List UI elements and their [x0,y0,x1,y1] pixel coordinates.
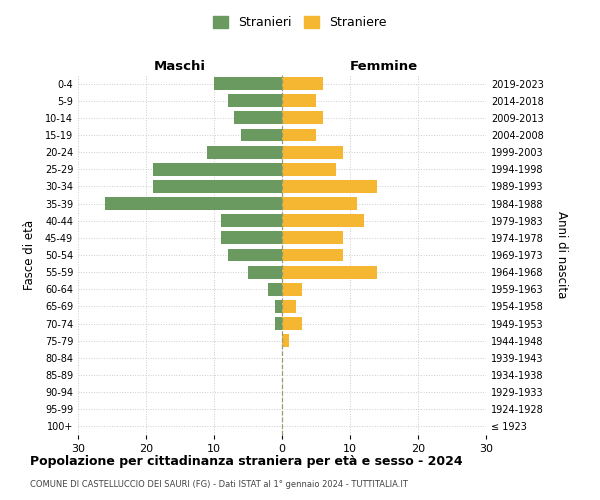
Bar [227,94,282,107]
Bar [282,163,337,175]
Bar [282,334,289,347]
Legend: Stranieri, Straniere: Stranieri, Straniere [208,11,392,34]
Bar [275,300,282,313]
Bar [153,163,282,175]
Bar [282,283,302,296]
Bar [282,180,377,193]
Bar [282,77,323,90]
Bar [207,146,282,158]
Bar [105,197,282,210]
Text: COMUNE DI CASTELLUCCIO DEI SAURI (FG) - Dati ISTAT al 1° gennaio 2024 - TUTTITAL: COMUNE DI CASTELLUCCIO DEI SAURI (FG) - … [30,480,408,489]
Bar [227,248,282,262]
Bar [221,214,282,227]
Bar [282,266,377,278]
Text: Popolazione per cittadinanza straniera per età e sesso - 2024: Popolazione per cittadinanza straniera p… [30,455,463,468]
Bar [282,248,343,262]
Bar [282,94,316,107]
Bar [248,266,282,278]
Bar [282,232,343,244]
Y-axis label: Fasce di età: Fasce di età [23,220,37,290]
Bar [282,128,316,141]
Text: Maschi: Maschi [154,60,206,72]
Bar [153,180,282,193]
Bar [282,300,296,313]
Bar [275,317,282,330]
Bar [268,283,282,296]
Bar [235,112,282,124]
Bar [241,128,282,141]
Y-axis label: Anni di nascita: Anni di nascita [555,212,568,298]
Bar [282,317,302,330]
Bar [282,146,343,158]
Bar [282,214,364,227]
Bar [282,112,323,124]
Bar [221,232,282,244]
Bar [282,197,357,210]
Bar [214,77,282,90]
Text: Femmine: Femmine [350,60,418,72]
